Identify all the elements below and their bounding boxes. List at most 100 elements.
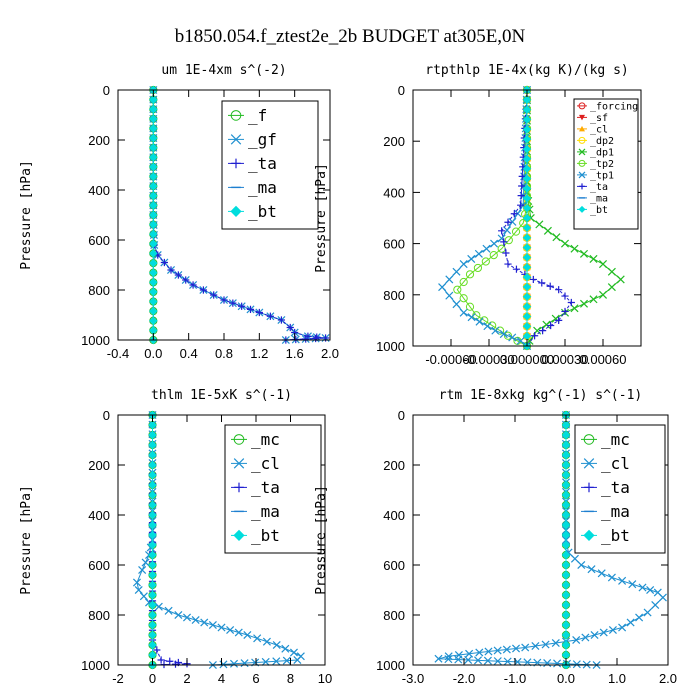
- chart-panel-4: rtm 1E-8xkg kg^(-1) s^(-1) Pressure [hPa]…: [314, 388, 677, 686]
- data-point: [561, 570, 571, 580]
- data-point: [149, 268, 158, 277]
- legend-label: _cl: [590, 124, 608, 135]
- series-line: [456, 90, 528, 347]
- data-point: [444, 655, 453, 664]
- data-point: [148, 520, 157, 530]
- data-point: [148, 560, 157, 570]
- data-point: [607, 267, 616, 276]
- data-point: [590, 630, 599, 640]
- data-point: [149, 287, 158, 297]
- data-point: [153, 646, 161, 654]
- data-point: [522, 263, 532, 272]
- data-point: [522, 174, 532, 183]
- data-point: [484, 647, 493, 656]
- data-point: [561, 430, 571, 440]
- data-point: [467, 254, 476, 263]
- data-point: [229, 299, 237, 307]
- data-point: [199, 286, 207, 294]
- y-tick-label: 200: [88, 133, 110, 148]
- data-point: [149, 249, 158, 258]
- legend: _forcing_sf_cl_dp2_dp1_tp2_tp1_ta_ma_bt: [573, 98, 639, 230]
- data-point: [522, 302, 532, 311]
- data-point: [607, 573, 616, 582]
- data-point: [272, 657, 281, 666]
- data-point: [561, 520, 571, 530]
- legend-swatch-marker: [584, 482, 594, 493]
- x-tick-label: 0.00060: [580, 352, 627, 367]
- data-point: [499, 330, 508, 339]
- data-point: [598, 260, 608, 269]
- data-point: [618, 623, 627, 632]
- data-point: [553, 659, 562, 668]
- series-bt: [148, 410, 157, 670]
- legend-label: _cl: [601, 454, 630, 473]
- x-tick-label: -2: [112, 671, 124, 686]
- legend-swatch-marker: [579, 183, 585, 190]
- legend-swatch-marker: [578, 171, 586, 179]
- legend-label: _sf: [590, 113, 608, 124]
- data-point: [522, 125, 532, 134]
- y-tick-label: 400: [383, 185, 405, 200]
- data-point: [561, 480, 571, 490]
- y-axis-label: Pressure [hPa]: [314, 485, 329, 595]
- data-point: [459, 308, 468, 317]
- data-point: [635, 613, 644, 622]
- data-point: [454, 655, 463, 664]
- data-point: [561, 650, 571, 660]
- data-point: [174, 610, 183, 620]
- y-tick-label: 800: [383, 608, 405, 623]
- data-point: [498, 227, 506, 235]
- series-line: [501, 89, 572, 347]
- data-point: [555, 286, 563, 294]
- data-point: [210, 291, 218, 299]
- data-point: [579, 299, 589, 308]
- legend-box: [224, 424, 322, 554]
- data-point: [226, 625, 235, 635]
- data-point: [508, 217, 517, 226]
- x-tick-label: 0.8: [215, 346, 233, 361]
- data-point: [293, 655, 302, 665]
- y-tick-label: 200: [88, 458, 110, 473]
- data-point: [522, 243, 532, 252]
- data-point: [445, 275, 454, 284]
- data-point: [149, 105, 158, 114]
- data-point: [493, 657, 502, 666]
- data-point: [522, 135, 532, 144]
- data-point: [522, 292, 532, 301]
- data-point: [473, 263, 483, 273]
- data-point: [302, 335, 310, 343]
- data-point: [547, 321, 555, 330]
- chart-panel-3: thlm 1E-5xK s^(-1) Pressure [hPa] 0 200 400 6…: [19, 388, 332, 686]
- data-point: [157, 656, 165, 664]
- data-point: [452, 300, 461, 309]
- x-tick-label: 0.4: [180, 346, 198, 361]
- data-point: [191, 615, 200, 625]
- panel-title: um 1E-4xm s^(-2): [161, 63, 286, 78]
- data-point: [149, 201, 158, 210]
- data-point: [561, 600, 571, 610]
- data-point: [149, 162, 158, 172]
- legend: _mc _cl _ta _ma _bt: [574, 424, 666, 554]
- legend-swatch-marker: [231, 158, 241, 169]
- data-point: [522, 282, 532, 292]
- data-point: [517, 192, 525, 200]
- data-point: [474, 656, 483, 665]
- data-point: [561, 450, 571, 460]
- plot-frame: [412, 414, 669, 666]
- x-tick-label: 0.0: [557, 671, 575, 686]
- data-point: [148, 500, 157, 510]
- x-tick-label: 1.6: [286, 346, 304, 361]
- panel-title: rtm 1E-8xkg kg^(-1) s^(-1): [439, 388, 643, 403]
- data-point: [261, 657, 270, 666]
- legend-label: _tp2: [590, 159, 614, 170]
- data-point: [522, 203, 532, 213]
- x-tick-label: 2: [183, 671, 190, 686]
- data-point: [148, 630, 157, 640]
- legend-swatch-marker: [583, 458, 595, 469]
- panel-title: rtpthlp 1E-4x(kg K)/(kg s): [425, 63, 629, 78]
- data-point: [149, 172, 158, 181]
- y-tick-label: 1000: [81, 333, 110, 348]
- legend-swatch-marker: [578, 205, 586, 213]
- data-point: [597, 569, 606, 578]
- data-point: [149, 143, 158, 152]
